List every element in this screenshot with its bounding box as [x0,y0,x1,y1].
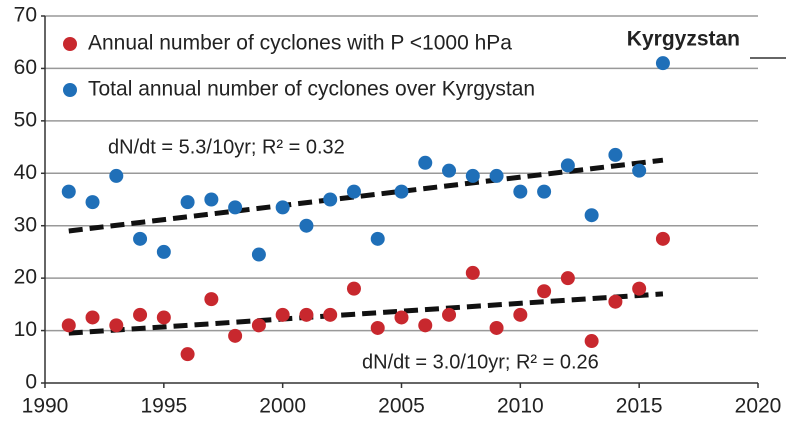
data-point [133,307,148,322]
trend-line [68,157,664,234]
data-point [180,347,195,362]
legend-marker [63,37,77,51]
data-point [513,184,528,199]
data-point [251,247,266,262]
data-point [608,294,623,309]
data-point [632,281,647,296]
data-point [109,318,124,333]
data-point [156,310,171,325]
data-point [156,244,171,259]
trend-annotation: dN/dt = 5.3/10yr; R² = 0.32 [108,136,345,158]
x-tick-label: 2000 [259,395,306,418]
y-tick-label: 0 [25,371,37,394]
data-point [418,318,433,333]
data-point [560,271,575,286]
data-point [394,184,409,199]
data-point [204,192,219,207]
data-point [204,292,219,307]
data-point [537,284,552,299]
data-point [442,307,457,322]
y-tick-label: 50 [14,108,37,131]
data-point [560,158,575,173]
data-point [370,231,385,246]
data-point [442,163,457,178]
data-point [109,168,124,183]
data-point [370,320,385,335]
data-point [85,195,100,210]
data-point [275,200,290,215]
data-point [228,200,243,215]
data-point [299,218,314,233]
y-tick-label: 70 [14,4,37,27]
data-point [608,147,623,162]
data-point [251,318,266,333]
data-point [323,307,338,322]
data-point [180,195,195,210]
data-point [489,320,504,335]
y-tick-label: 20 [14,266,37,289]
chart-title: Kyrgyzstan [627,28,740,51]
x-tick-label: 2020 [735,395,782,418]
data-point [584,334,599,349]
data-point [513,307,528,322]
data-point [632,163,647,178]
data-point [323,192,338,207]
data-point [465,168,480,183]
data-point [584,208,599,223]
legend-label: Total annual number of cyclones over Kyr… [88,78,535,101]
data-point [133,231,148,246]
data-point [346,184,361,199]
data-point [228,328,243,343]
data-point [655,231,670,246]
data-point [537,184,552,199]
data-point [85,310,100,325]
data-point [299,307,314,322]
x-tick-label: 1995 [140,395,187,418]
data-point [61,184,76,199]
x-tick-label: 2005 [378,395,425,418]
data-point [418,155,433,170]
x-tick-label: 2010 [497,395,544,418]
trend-line [68,291,664,336]
y-tick-label: 60 [14,56,37,79]
x-tick-label: 2015 [616,395,663,418]
legend-marker [63,83,77,97]
data-point [489,168,504,183]
data-point [465,265,480,280]
y-tick-label: 10 [14,318,37,341]
y-tick-label: 30 [14,213,37,236]
data-point [394,310,409,325]
data-point [275,307,290,322]
data-point [346,281,361,296]
y-tick-label: 40 [14,161,37,184]
trend-annotation: dN/dt = 3.0/10yr; R² = 0.26 [362,351,599,373]
data-point [61,318,76,333]
x-tick-label: 1990 [22,395,69,418]
data-point [655,56,670,71]
legend-label: Annual number of cyclones with P <1000 h… [88,32,512,55]
